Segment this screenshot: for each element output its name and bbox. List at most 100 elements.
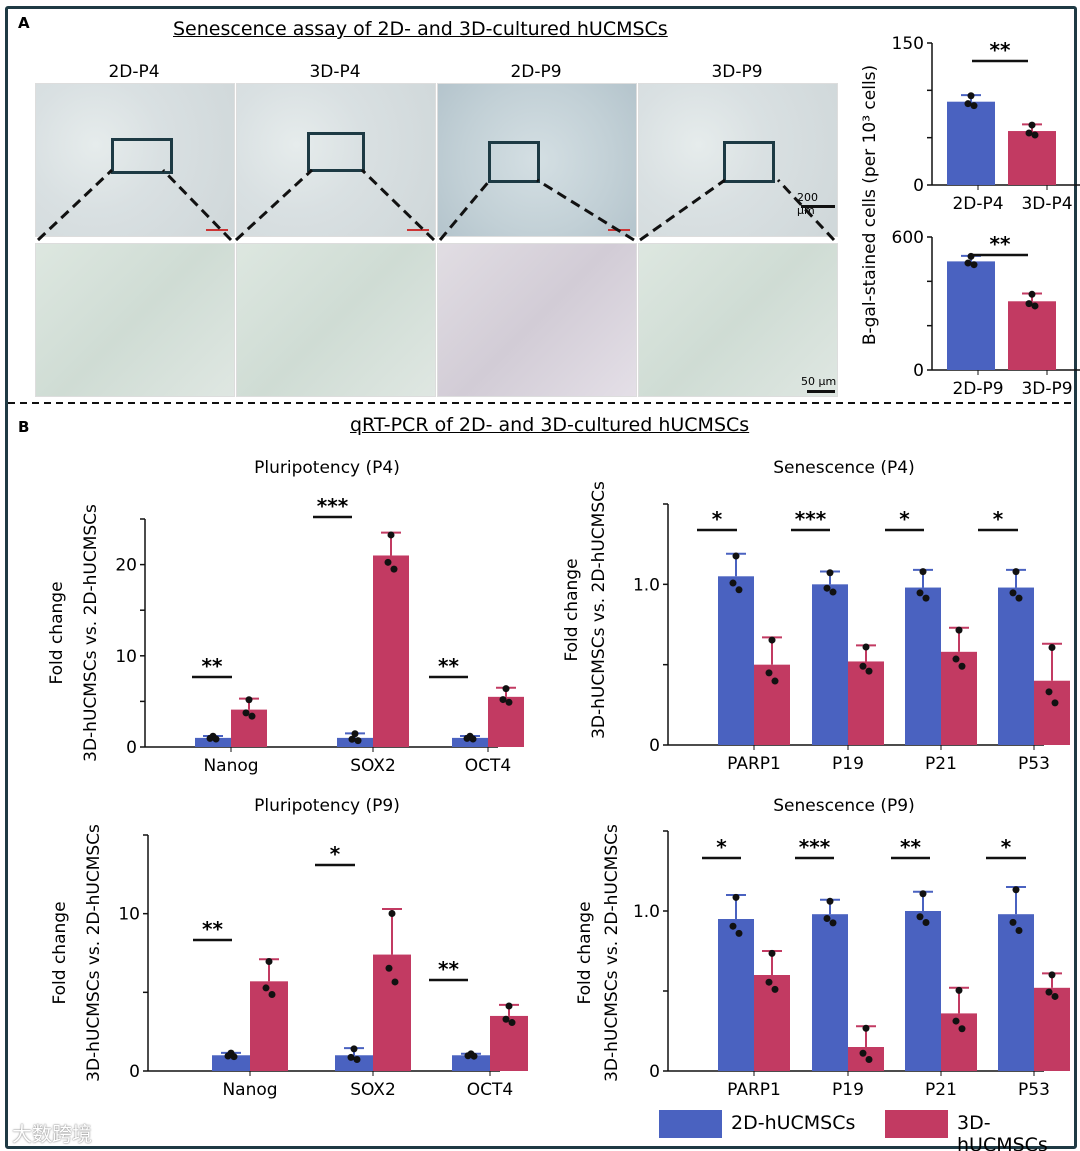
data-point: [1031, 131, 1039, 139]
data-point: [248, 712, 256, 720]
significance-label: *: [899, 507, 910, 531]
x-tick-label: Nanog: [222, 1080, 277, 1100]
data-point: [230, 1053, 238, 1061]
unused: [0, 0, 35, 240]
bar: [848, 661, 884, 745]
scale-bar-label: 50 µm: [801, 375, 837, 388]
bar: [490, 1015, 528, 1071]
significance-label: *: [712, 507, 723, 531]
data-point: [245, 696, 253, 704]
data-point: [384, 558, 392, 566]
significance-label: **: [438, 957, 459, 981]
legend-swatch-3d: [885, 1110, 948, 1138]
data-point: [735, 929, 743, 937]
data-point: [955, 626, 963, 634]
data-point: [862, 1024, 870, 1032]
significance-label: **: [900, 835, 921, 859]
zoom-connector-line: [639, 178, 726, 242]
zoom-box: [723, 141, 775, 183]
x-tick-label: P53: [1018, 1080, 1050, 1100]
data-point: [354, 737, 362, 745]
data-point: [862, 643, 870, 651]
bar: [488, 696, 524, 747]
y-axis-title: 3D-hUCMSCs vs. 2D-hUCMSCs: [589, 481, 609, 739]
unused: [0, 0, 433, 240]
bar: [195, 737, 231, 747]
bar: [812, 584, 848, 745]
bar: [337, 737, 373, 747]
data-point: [823, 915, 831, 923]
x-tick-label: 2D-P4: [952, 194, 1003, 214]
legend-label-3d: 3D-hUCMSCs: [957, 1112, 1048, 1151]
data-point: [865, 667, 873, 675]
micrograph-zoom-3d-p4: [236, 243, 436, 397]
data-point: [463, 734, 471, 742]
data-point: [729, 922, 737, 930]
column-label: 2D-P9: [510, 62, 562, 82]
y-tick-label: 10: [115, 647, 137, 667]
watermark: 大数跨境: [12, 1122, 92, 1146]
data-point: [502, 685, 510, 693]
x-tick-label: 2D-P9: [952, 379, 1003, 399]
panel-b-title: qRT-PCR of 2D- and 3D-cultured hUCMSCs: [350, 414, 750, 436]
y-axis-title: Fold change: [562, 558, 582, 661]
data-point: [952, 1017, 960, 1025]
data-point: [919, 568, 927, 576]
x-tick-label: SOX2: [350, 1080, 396, 1100]
bar: [754, 664, 790, 745]
significance-label: **: [438, 654, 459, 678]
data-point: [1031, 302, 1039, 310]
significance-label: **: [202, 654, 223, 678]
x-tick-label: PARP1: [727, 754, 781, 774]
zoom-connector-line: [234, 168, 314, 242]
x-tick-label: 3D-P9: [1021, 379, 1072, 399]
y-tick-label: 150: [892, 34, 924, 54]
data-point: [224, 1052, 232, 1060]
bar: [373, 954, 411, 1071]
data-point: [1015, 927, 1023, 935]
x-tick-label: OCT4: [467, 1080, 513, 1100]
data-point: [1051, 992, 1059, 1000]
unused: [0, 0, 140, 240]
data-point: [768, 636, 776, 644]
significance-label: *: [993, 507, 1004, 531]
data-point: [967, 92, 975, 100]
y-axis-title: Fold change: [50, 901, 70, 1004]
column-label: 3D-P4: [309, 62, 361, 82]
figure-border: [5, 6, 1077, 1149]
data-point: [823, 584, 831, 592]
x-tick-label: P21: [925, 1080, 957, 1100]
x-tick-label: P21: [925, 754, 957, 774]
panel-b-label: B: [18, 418, 30, 436]
data-point: [1025, 129, 1033, 137]
data-point: [348, 735, 356, 743]
zoom-connector-line: [161, 168, 233, 242]
y-tick-label: 0: [126, 738, 137, 758]
y-tick-label: 0: [913, 176, 924, 196]
data-point: [970, 261, 978, 269]
data-point: [464, 1052, 472, 1060]
bar: [947, 101, 995, 185]
data-point: [916, 913, 924, 921]
bar: [335, 1055, 373, 1071]
y-axis-title: 3D-hUCMSCs vs. 2D-hUCMSCs: [81, 504, 101, 762]
micrograph-3d-p9: 200 µm: [638, 83, 838, 237]
data-point: [387, 531, 395, 539]
zoom-box: [111, 138, 173, 174]
data-point: [955, 986, 963, 994]
micrograph-zoom-3d-p9: 50 µm: [638, 243, 838, 397]
data-point: [242, 709, 250, 717]
zoom-box: [488, 141, 540, 183]
x-tick-label: P19: [832, 754, 864, 774]
bar: [947, 261, 995, 370]
significance-label: **: [990, 38, 1011, 62]
data-point: [350, 1045, 358, 1053]
data-point: [859, 1049, 867, 1057]
bar: [212, 1055, 250, 1071]
column-label: 2D-P4: [108, 62, 160, 82]
unused: [0, 0, 534, 240]
significance-label: **: [990, 232, 1011, 256]
data-point: [964, 259, 972, 267]
